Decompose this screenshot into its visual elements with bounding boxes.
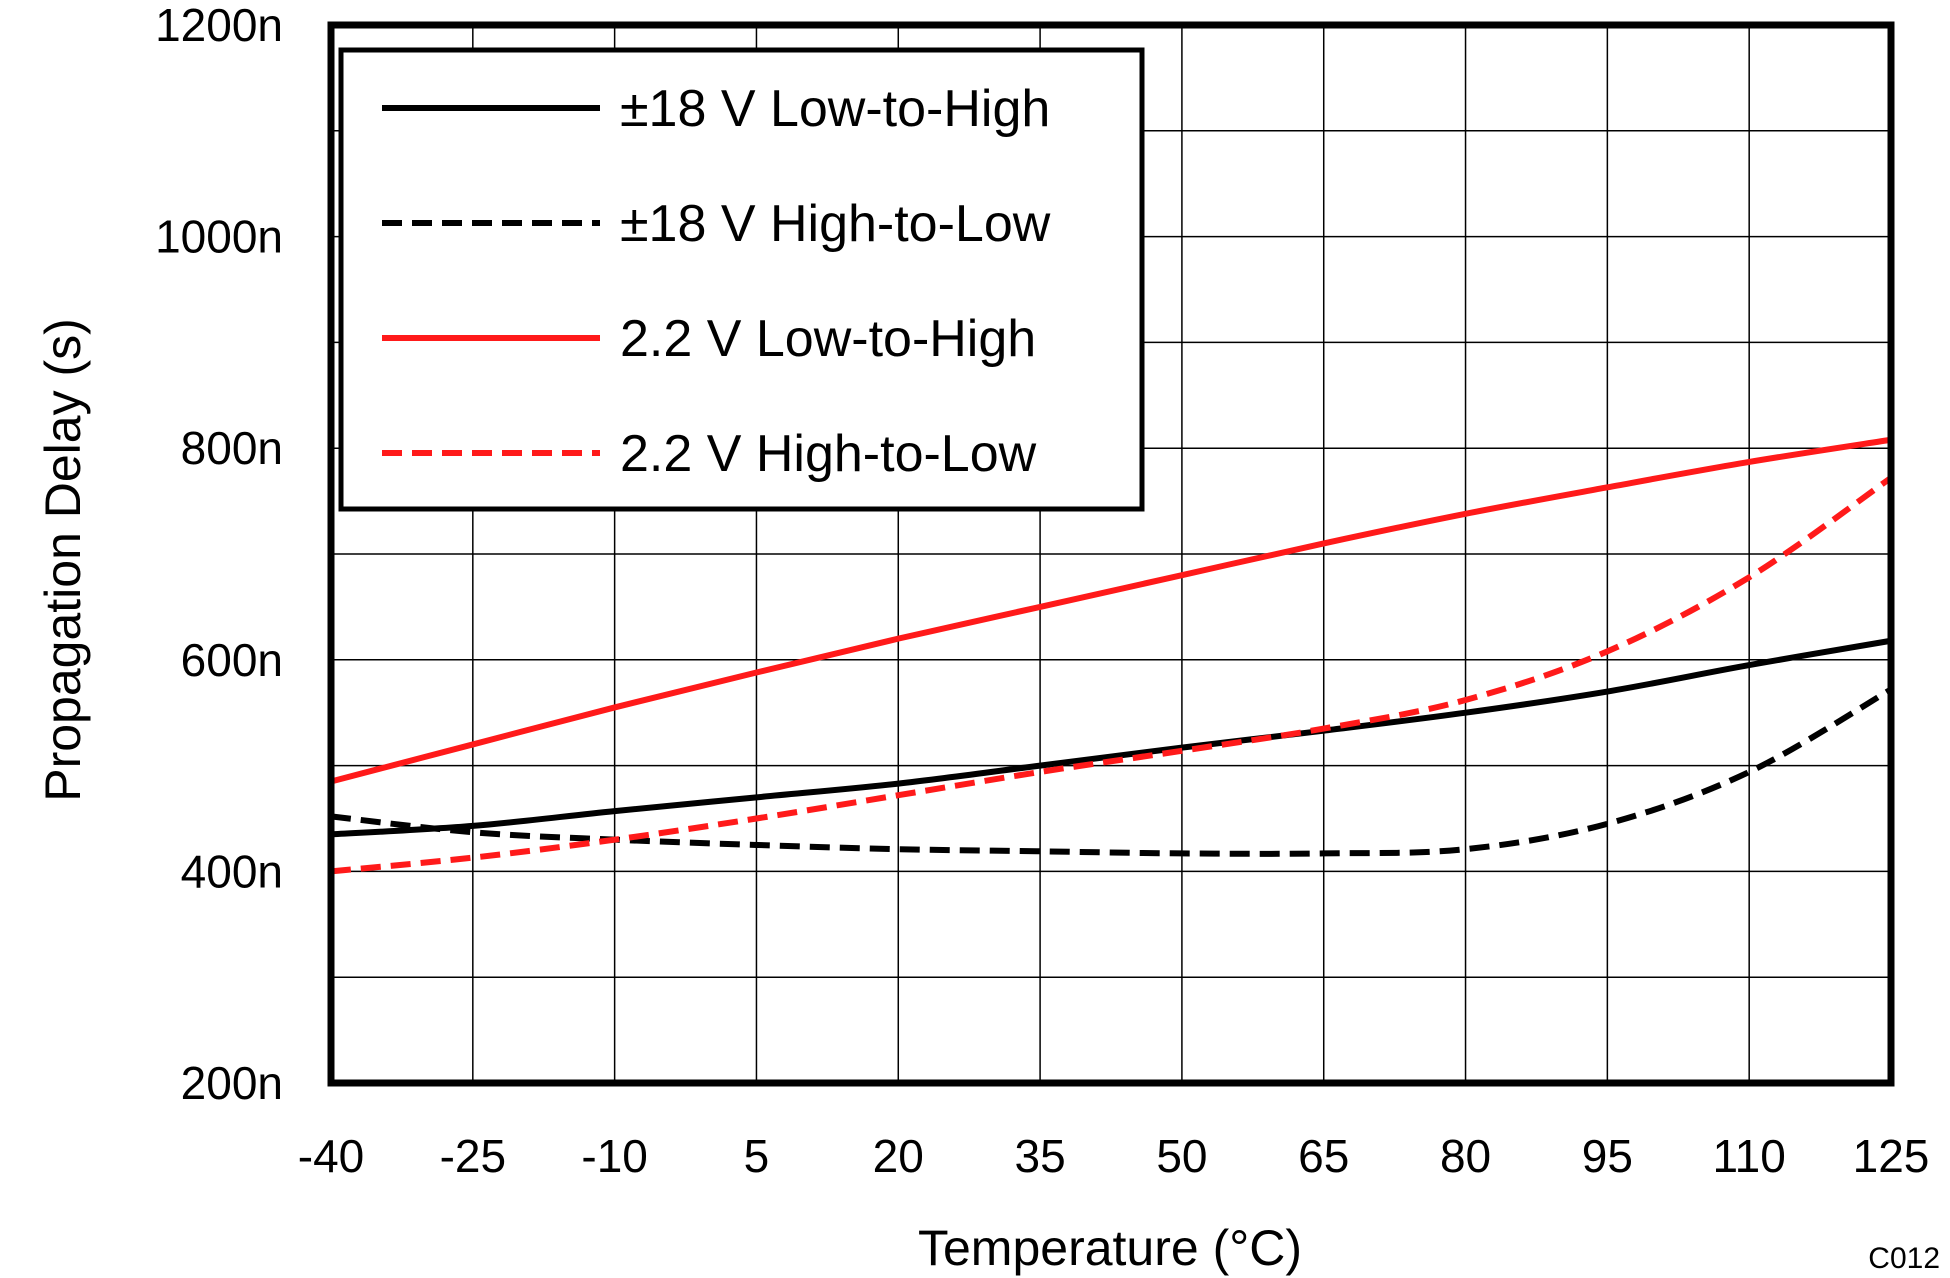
legend-box xyxy=(338,47,1145,512)
series-line-4 xyxy=(330,475,1893,875)
y-tick-label: 200n xyxy=(181,1057,283,1109)
legend-label-2: ±18 V High-to-Low xyxy=(620,195,1051,253)
series-line-3 xyxy=(330,436,1892,785)
x-tick-label: 65 xyxy=(1298,1130,1349,1182)
x-tick-label: 125 xyxy=(1853,1130,1930,1182)
x-tick-labels: -40 -25 -10 5 20 35 50 65 80 95 110 125 xyxy=(298,1130,1930,1182)
y-tick-label: 400n xyxy=(181,845,283,897)
y-tick-labels: 200n 400n 600n 800n 1000n 1200n xyxy=(155,0,283,1109)
series-line-1 xyxy=(330,637,1892,838)
series-line-2 xyxy=(330,686,1893,857)
x-tick-label: 80 xyxy=(1440,1130,1491,1182)
x-tick-label: -25 xyxy=(440,1130,506,1182)
y-tick-label: 1200n xyxy=(155,0,283,51)
x-tick-label: 20 xyxy=(873,1130,924,1182)
x-tick-label: 110 xyxy=(1713,1130,1786,1182)
legend-label-4: 2.2 V High-to-Low xyxy=(620,425,1037,483)
x-tick-label: 5 xyxy=(744,1130,770,1182)
x-tick-label: 95 xyxy=(1582,1130,1633,1182)
x-tick-label: -10 xyxy=(581,1130,647,1182)
y-tick-label: 600n xyxy=(181,634,283,686)
legend: ±18 V Low-to-High ±18 V High-to-Low 2.2 V … xyxy=(338,47,1145,512)
y-tick-label: 800n xyxy=(181,422,283,474)
x-tick-label: 35 xyxy=(1015,1130,1066,1182)
figure-code-label: C012 xyxy=(1868,1242,1940,1275)
x-axis-title: Temperature (°C) xyxy=(918,1220,1302,1276)
x-tick-label: -40 xyxy=(298,1130,364,1182)
legend-label-3: 2.2 V Low-to-High xyxy=(620,310,1036,368)
y-axis-title: Propagation Delay (s) xyxy=(35,318,91,802)
x-tick-label: 50 xyxy=(1156,1130,1207,1182)
plot-frame xyxy=(327,21,1895,1087)
y-tick-label: 1000n xyxy=(155,211,283,263)
data-series xyxy=(330,436,1893,875)
legend-label-1: ±18 V Low-to-High xyxy=(620,80,1050,138)
